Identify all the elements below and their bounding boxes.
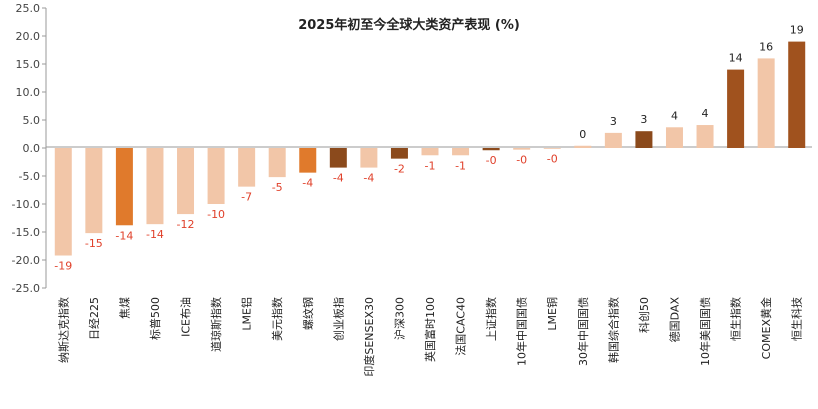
data-label: 0: [579, 128, 586, 141]
bar: [513, 148, 531, 150]
bar: [146, 148, 164, 225]
bar: [665, 127, 683, 148]
x-category-label: 印度SENSEX30: [362, 297, 376, 377]
x-category-label: 恒生科技: [790, 297, 804, 341]
y-tick-label: -10.0: [12, 198, 40, 211]
data-label: -1: [425, 159, 436, 172]
bar: [574, 145, 592, 148]
y-axis-ticks: 25.0 20.0 15.0 10.0 5.0 0.0 -5.0 -10.0 -15.0 -20.…: [12, 2, 46, 295]
bar: [696, 125, 714, 148]
bar: [390, 148, 408, 159]
data-label: -10: [207, 208, 225, 221]
x-category-label: 螺纹钢: [301, 297, 315, 330]
bar: [421, 148, 439, 156]
y-tick-label: -5.0: [19, 170, 40, 183]
bars: [54, 41, 806, 256]
y-tick-label: -25.0: [12, 282, 40, 295]
x-category-label: 上证指数: [484, 297, 498, 341]
bar: [207, 148, 225, 204]
x-category-label: 30年中国国债: [576, 297, 590, 366]
x-axis-categories: 纳斯达克指数 日经225 焦煤 标普500 ICE布油 道琼斯指数 LME铝 美元指数 螺纹钢 创…: [56, 297, 803, 377]
x-category-label: 10年中国国债: [515, 297, 529, 366]
bar: [452, 148, 470, 156]
bar: [177, 148, 195, 215]
bar: [268, 148, 286, 178]
bar: [543, 148, 561, 149]
bar: [604, 132, 622, 148]
data-label: 16: [759, 40, 773, 53]
data-label: -1: [455, 159, 466, 172]
x-category-label: 创业板指: [331, 297, 345, 341]
x-category-label: 焦煤: [118, 297, 131, 319]
x-category-label: 10年美国国债: [698, 297, 712, 366]
y-tick-label: 25.0: [16, 2, 41, 15]
data-label: -0: [516, 154, 527, 167]
x-category-label: 日经225: [88, 297, 101, 340]
data-label: 4: [671, 109, 678, 122]
bar: [635, 131, 653, 148]
data-label: -5: [272, 181, 283, 194]
data-label: 14: [729, 52, 743, 65]
data-label: -7: [241, 191, 252, 204]
x-category-label: 科创50: [637, 297, 651, 333]
y-tick-label: 15.0: [16, 58, 41, 71]
data-label: -19: [54, 260, 72, 273]
data-label: 4: [702, 107, 709, 120]
x-category-label: 德国DAX: [667, 297, 681, 343]
x-category-label: 标普500: [148, 297, 162, 340]
bar: [329, 148, 347, 168]
x-category-label: LME铝: [240, 297, 254, 331]
bar: [360, 148, 378, 168]
bar: [727, 69, 745, 148]
bar: [299, 148, 317, 173]
bar: [482, 148, 500, 151]
data-label: -15: [85, 237, 103, 250]
y-tick-label: 20.0: [16, 30, 41, 43]
bar: [85, 148, 103, 234]
data-label: -4: [333, 172, 344, 185]
y-tick-label: -15.0: [12, 226, 40, 239]
data-label: -12: [177, 218, 195, 231]
x-category-label: 韩国综合指数: [606, 297, 620, 363]
data-labels: -19 -15 -14 -14 -12 -10 -7 -5 -4 -4 -4 -2 -1 -1 -0 -0 -0…: [54, 24, 803, 273]
data-label: 3: [640, 113, 647, 126]
data-label: -0: [486, 154, 497, 167]
data-label: -14: [115, 229, 133, 242]
y-tick-label: 0.0: [23, 142, 41, 155]
bar: [757, 58, 775, 148]
data-label: -14: [146, 228, 164, 241]
data-label: -2: [394, 163, 405, 176]
x-category-label: 道琼斯指数: [209, 297, 223, 352]
y-tick-label: 5.0: [23, 114, 41, 127]
x-category-label: 美元指数: [270, 297, 284, 341]
x-category-label: ICE布油: [179, 297, 193, 337]
x-category-label: 沪深300: [392, 297, 406, 340]
data-label: 19: [790, 24, 804, 37]
bar: [115, 148, 133, 226]
x-category-label: LME铜: [545, 297, 559, 331]
x-category-label: 英国富时100: [423, 297, 437, 362]
y-tick-label: 10.0: [16, 86, 41, 99]
y-tick-label: -20.0: [12, 254, 40, 267]
x-category-label: COMEX黄金: [759, 297, 773, 359]
bar: [238, 148, 256, 187]
x-category-label: 法国CAC40: [454, 297, 468, 356]
data-label: 3: [610, 115, 617, 128]
chart-title: 2025年初至今全球大类资产表现 (%): [298, 18, 520, 33]
x-category-label: 恒生指数: [729, 297, 743, 341]
data-label: -4: [363, 172, 374, 185]
data-label: -4: [302, 177, 313, 190]
bar: [54, 148, 72, 256]
data-label: -0: [547, 153, 558, 166]
x-category-label: 纳斯达克指数: [56, 297, 70, 363]
bar: [788, 41, 806, 148]
